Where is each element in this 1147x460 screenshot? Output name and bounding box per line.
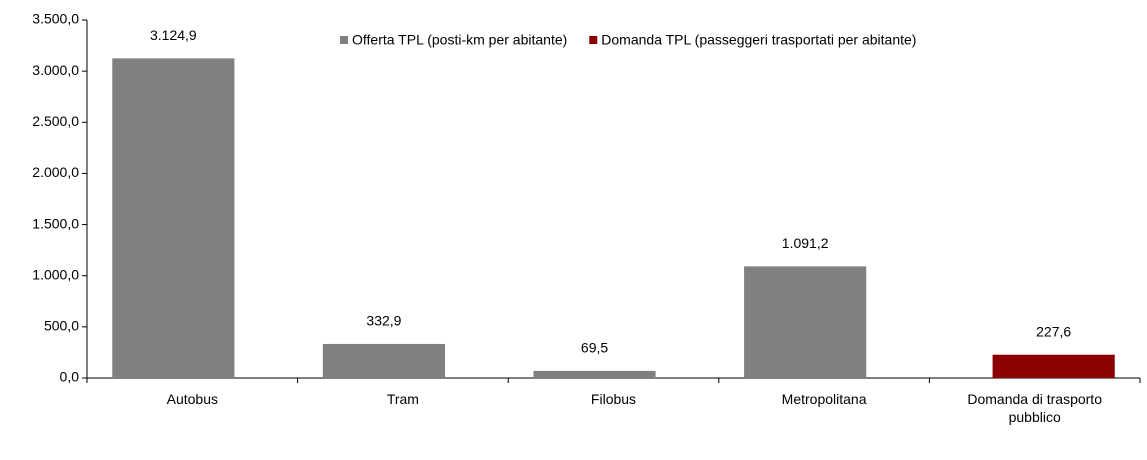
value-label: 227,6 — [1036, 323, 1071, 339]
x-tick-label: Metropolitana — [781, 391, 867, 407]
y-tick-label: 2.000,0 — [32, 164, 79, 180]
y-tick-label: 1.000,0 — [32, 266, 79, 282]
y-tick-label: 500,0 — [44, 318, 79, 334]
x-tick-label: Domanda di trasporto pubblico — [967, 391, 1102, 425]
y-tick-label: 3.000,0 — [32, 62, 79, 78]
x-tick-label: Filobus — [590, 391, 637, 407]
legend-label: Offerta TPL (posti-km per abitante) — [352, 32, 567, 48]
y-tick-label: 0,0 — [60, 369, 80, 385]
y-tick-label: 3.500,0 — [32, 11, 79, 27]
bar — [322, 343, 446, 378]
value-label: 332,9 — [366, 313, 401, 329]
value-label: 69,5 — [581, 340, 608, 356]
x-tick-label: Tram — [386, 391, 419, 407]
legend-label: Domanda TPL (passeggeri trasportati per … — [601, 32, 916, 48]
value-label: 3.124,9 — [150, 27, 197, 43]
legend-swatch — [589, 36, 598, 44]
bar — [533, 370, 656, 378]
x-tick-label: Autobus — [166, 391, 218, 407]
y-tick-label: 2.500,0 — [32, 113, 79, 129]
bar — [992, 354, 1115, 378]
y-tick-label: 1.500,0 — [32, 215, 79, 231]
legend-swatch — [340, 36, 348, 44]
bar — [744, 266, 867, 378]
value-label: 1.091,2 — [782, 235, 829, 251]
bar — [112, 58, 235, 378]
